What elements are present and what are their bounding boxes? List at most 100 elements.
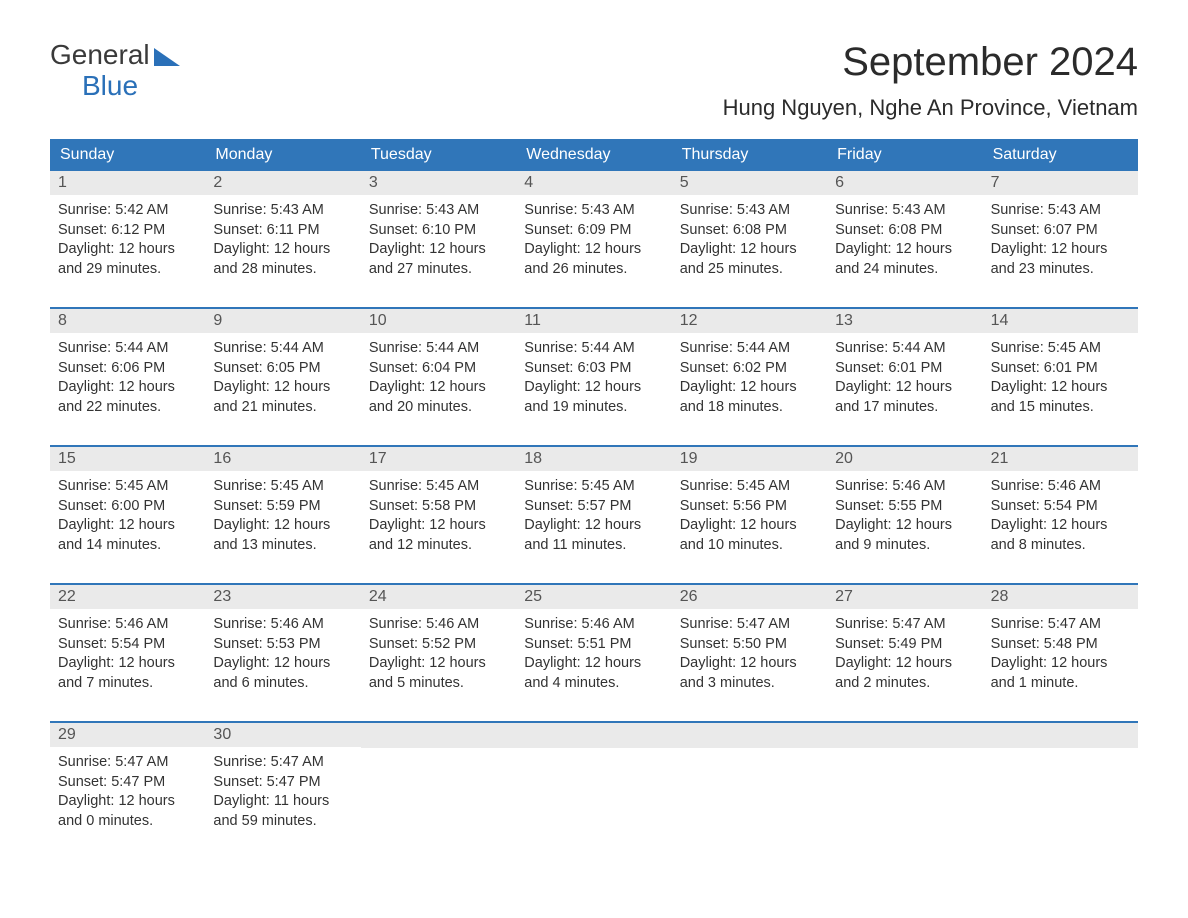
day-number: 19 [672, 447, 827, 471]
day-cell [516, 723, 671, 841]
sunset-text: Sunset: 5:47 PM [58, 773, 197, 793]
daylight-text-line2: and 15 minutes. [991, 398, 1130, 418]
calendar: Sunday Monday Tuesday Wednesday Thursday… [50, 139, 1138, 841]
day-content: Sunrise: 5:44 AMSunset: 6:03 PMDaylight:… [516, 333, 671, 421]
day-content: Sunrise: 5:46 AMSunset: 5:55 PMDaylight:… [827, 471, 982, 559]
sunrise-text: Sunrise: 5:47 AM [213, 753, 352, 773]
logo: General Blue [50, 40, 180, 102]
daylight-text-line1: Daylight: 12 hours [369, 378, 508, 398]
sunset-text: Sunset: 5:58 PM [369, 497, 508, 517]
day-content: Sunrise: 5:46 AMSunset: 5:54 PMDaylight:… [983, 471, 1138, 559]
daylight-text-line2: and 10 minutes. [680, 536, 819, 556]
day-cell [672, 723, 827, 841]
day-cell: 26Sunrise: 5:47 AMSunset: 5:50 PMDayligh… [672, 585, 827, 703]
daylight-text-line2: and 6 minutes. [213, 674, 352, 694]
sunrise-text: Sunrise: 5:45 AM [58, 477, 197, 497]
sunset-text: Sunset: 6:12 PM [58, 221, 197, 241]
daylight-text-line1: Daylight: 12 hours [58, 792, 197, 812]
sunset-text: Sunset: 5:57 PM [524, 497, 663, 517]
sunset-text: Sunset: 5:54 PM [991, 497, 1130, 517]
sunrise-text: Sunrise: 5:43 AM [369, 201, 508, 221]
daylight-text-line1: Daylight: 12 hours [835, 240, 974, 260]
day-number: 2 [205, 171, 360, 195]
day-content: Sunrise: 5:44 AMSunset: 6:04 PMDaylight:… [361, 333, 516, 421]
sunrise-text: Sunrise: 5:46 AM [991, 477, 1130, 497]
day-cell: 27Sunrise: 5:47 AMSunset: 5:49 PMDayligh… [827, 585, 982, 703]
day-content: Sunrise: 5:44 AMSunset: 6:05 PMDaylight:… [205, 333, 360, 421]
day-content: Sunrise: 5:45 AMSunset: 6:00 PMDaylight:… [50, 471, 205, 559]
daylight-text-line2: and 24 minutes. [835, 260, 974, 280]
daylight-text-line1: Daylight: 12 hours [991, 240, 1130, 260]
weekday-tuesday: Tuesday [361, 139, 516, 171]
day-cell: 23Sunrise: 5:46 AMSunset: 5:53 PMDayligh… [205, 585, 360, 703]
day-number [516, 723, 671, 748]
daylight-text-line2: and 3 minutes. [680, 674, 819, 694]
week-row: 1Sunrise: 5:42 AMSunset: 6:12 PMDaylight… [50, 171, 1138, 289]
daylight-text-line1: Daylight: 12 hours [58, 516, 197, 536]
day-number: 6 [827, 171, 982, 195]
day-number: 8 [50, 309, 205, 333]
weekday-wednesday: Wednesday [516, 139, 671, 171]
day-number: 26 [672, 585, 827, 609]
week-row: 22Sunrise: 5:46 AMSunset: 5:54 PMDayligh… [50, 583, 1138, 703]
day-cell: 30Sunrise: 5:47 AMSunset: 5:47 PMDayligh… [205, 723, 360, 841]
sunrise-text: Sunrise: 5:44 AM [524, 339, 663, 359]
day-content: Sunrise: 5:45 AMSunset: 5:57 PMDaylight:… [516, 471, 671, 559]
day-number: 15 [50, 447, 205, 471]
day-cell: 5Sunrise: 5:43 AMSunset: 6:08 PMDaylight… [672, 171, 827, 289]
day-content: Sunrise: 5:47 AMSunset: 5:49 PMDaylight:… [827, 609, 982, 697]
day-cell: 3Sunrise: 5:43 AMSunset: 6:10 PMDaylight… [361, 171, 516, 289]
sunset-text: Sunset: 6:08 PM [835, 221, 974, 241]
daylight-text-line2: and 1 minute. [991, 674, 1130, 694]
day-number: 29 [50, 723, 205, 747]
logo-text-general: General [50, 40, 150, 71]
day-number: 12 [672, 309, 827, 333]
sunrise-text: Sunrise: 5:46 AM [58, 615, 197, 635]
sunrise-text: Sunrise: 5:43 AM [680, 201, 819, 221]
week-row: 29Sunrise: 5:47 AMSunset: 5:47 PMDayligh… [50, 721, 1138, 841]
day-cell: 20Sunrise: 5:46 AMSunset: 5:55 PMDayligh… [827, 447, 982, 565]
day-number: 17 [361, 447, 516, 471]
daylight-text-line1: Daylight: 12 hours [991, 516, 1130, 536]
sunset-text: Sunset: 6:11 PM [213, 221, 352, 241]
header: General Blue September 2024 Hung Nguyen,… [50, 40, 1138, 121]
day-number: 5 [672, 171, 827, 195]
day-cell: 28Sunrise: 5:47 AMSunset: 5:48 PMDayligh… [983, 585, 1138, 703]
day-number: 28 [983, 585, 1138, 609]
day-content: Sunrise: 5:47 AMSunset: 5:47 PMDaylight:… [50, 747, 205, 835]
daylight-text-line1: Daylight: 11 hours [213, 792, 352, 812]
day-content: Sunrise: 5:44 AMSunset: 6:06 PMDaylight:… [50, 333, 205, 421]
day-number: 11 [516, 309, 671, 333]
sunset-text: Sunset: 6:09 PM [524, 221, 663, 241]
day-cell: 13Sunrise: 5:44 AMSunset: 6:01 PMDayligh… [827, 309, 982, 427]
sunset-text: Sunset: 5:47 PM [213, 773, 352, 793]
daylight-text-line1: Daylight: 12 hours [213, 378, 352, 398]
day-number: 22 [50, 585, 205, 609]
daylight-text-line2: and 23 minutes. [991, 260, 1130, 280]
week-row: 8Sunrise: 5:44 AMSunset: 6:06 PMDaylight… [50, 307, 1138, 427]
day-content: Sunrise: 5:47 AMSunset: 5:48 PMDaylight:… [983, 609, 1138, 697]
logo-line1: General [50, 40, 180, 71]
day-number: 4 [516, 171, 671, 195]
daylight-text-line1: Daylight: 12 hours [524, 516, 663, 536]
day-cell: 6Sunrise: 5:43 AMSunset: 6:08 PMDaylight… [827, 171, 982, 289]
sunrise-text: Sunrise: 5:45 AM [369, 477, 508, 497]
daylight-text-line2: and 21 minutes. [213, 398, 352, 418]
daylight-text-line2: and 27 minutes. [369, 260, 508, 280]
day-number: 27 [827, 585, 982, 609]
sunset-text: Sunset: 5:51 PM [524, 635, 663, 655]
day-content: Sunrise: 5:43 AMSunset: 6:10 PMDaylight:… [361, 195, 516, 283]
sunrise-text: Sunrise: 5:43 AM [991, 201, 1130, 221]
sunrise-text: Sunrise: 5:46 AM [835, 477, 974, 497]
day-number: 25 [516, 585, 671, 609]
day-number: 21 [983, 447, 1138, 471]
day-cell: 17Sunrise: 5:45 AMSunset: 5:58 PMDayligh… [361, 447, 516, 565]
day-content: Sunrise: 5:43 AMSunset: 6:08 PMDaylight:… [672, 195, 827, 283]
day-cell: 19Sunrise: 5:45 AMSunset: 5:56 PMDayligh… [672, 447, 827, 565]
title-block: September 2024 Hung Nguyen, Nghe An Prov… [723, 40, 1138, 121]
daylight-text-line1: Daylight: 12 hours [524, 240, 663, 260]
daylight-text-line1: Daylight: 12 hours [680, 240, 819, 260]
day-content: Sunrise: 5:46 AMSunset: 5:52 PMDaylight:… [361, 609, 516, 697]
sunrise-text: Sunrise: 5:45 AM [524, 477, 663, 497]
day-cell: 21Sunrise: 5:46 AMSunset: 5:54 PMDayligh… [983, 447, 1138, 565]
